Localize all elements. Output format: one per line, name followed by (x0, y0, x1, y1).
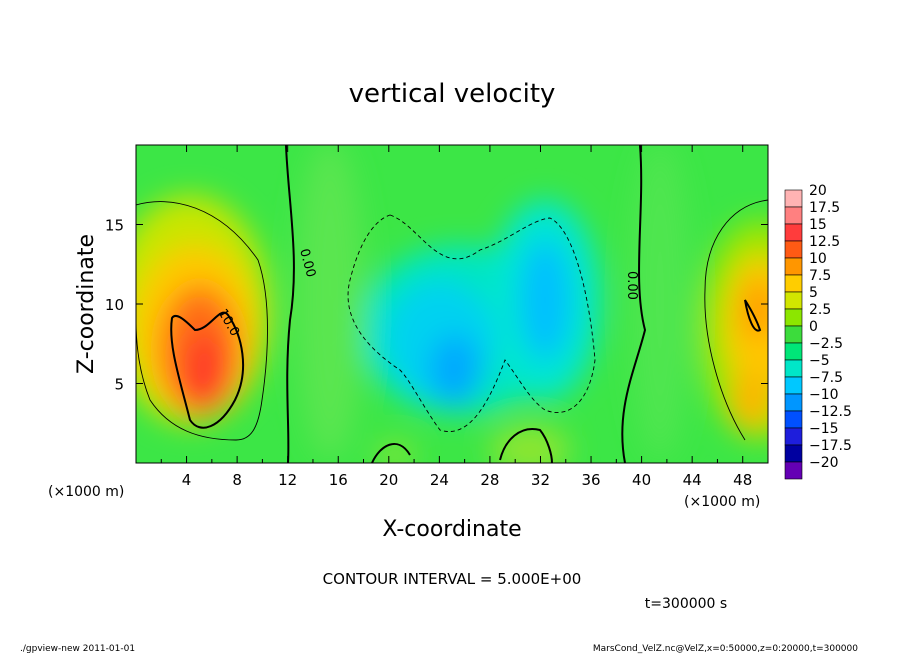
colorbar: 2017.51512.5107.552.50−2.5−5−7.5−10−12.5… (784, 183, 852, 480)
colorbar-label: −20 (809, 455, 839, 471)
x-axis-label: X-coordinate (382, 517, 521, 542)
footer-right: MarsCond_VelZ.nc@VelZ,x=0:50000,z=0:2000… (593, 644, 858, 654)
heatmap-field (136, 145, 768, 463)
colorbar-label: −5 (809, 353, 830, 369)
colorbar-swatch (784, 325, 803, 344)
colorbar-label: −10 (809, 387, 839, 403)
colorbar-label: 15 (809, 217, 827, 233)
colorbar-swatch (784, 291, 803, 310)
contour-label-right: 0.00 (624, 271, 639, 300)
colorbar-swatch (784, 274, 803, 293)
x-tick-label: 36 (581, 471, 600, 489)
colorbar-swatch (784, 444, 803, 463)
colorbar-label: −12.5 (809, 404, 852, 420)
contour-label-left: 0.00 (296, 247, 318, 279)
colorbar-swatch (784, 427, 803, 446)
colorbar-label: 12.5 (809, 234, 840, 250)
x-tick-label: 44 (683, 471, 702, 489)
colorbar-swatch (784, 359, 803, 378)
y-axis-label: Z-coordinate (74, 234, 99, 374)
colorbar-swatch (784, 461, 803, 480)
x-tick-label: 20 (379, 471, 398, 489)
colorbar-swatch (784, 308, 803, 327)
colorbar-swatch (784, 410, 803, 429)
colorbar-label: −15 (809, 421, 839, 437)
x-unit-right: (×1000 m) (684, 494, 760, 510)
colorbar-swatch (784, 393, 803, 412)
x-tick-label: 12 (278, 471, 297, 489)
colorbar-label: −7.5 (809, 370, 843, 386)
x-tick-label: 32 (531, 471, 550, 489)
colorbar-swatch (784, 376, 803, 395)
colorbar-swatch (784, 342, 803, 361)
y-tick-label: 10 (105, 296, 124, 314)
colorbar-label: −2.5 (809, 336, 843, 352)
x-tick-label: 40 (632, 471, 651, 489)
x-tick-label: 28 (480, 471, 499, 489)
colorbar-label: 5 (809, 285, 818, 301)
colorbar-swatch (784, 257, 803, 276)
time-stamp: t=300000 s (645, 596, 727, 612)
footer-left: ./gpview-new 2011-01-01 (20, 644, 135, 654)
x-axis: 4 8 12 16 20 24 28 32 36 40 44 48 (160, 145, 752, 489)
x-tick-label: 24 (430, 471, 449, 489)
x-unit-left: (×1000 m) (48, 484, 124, 500)
colorbar-label: 20 (809, 183, 827, 199)
colorbar-label: 17.5 (809, 200, 840, 216)
y-tick-label: 15 (105, 217, 124, 235)
y-axis: 5 10 15 (105, 217, 768, 394)
x-tick-label: 16 (329, 471, 348, 489)
colorbar-label: 2.5 (809, 302, 831, 318)
x-tick-label: 8 (232, 471, 242, 489)
colorbar-label: 0 (809, 319, 818, 335)
x-tick-label: 4 (182, 471, 192, 489)
colorbar-swatch (784, 189, 803, 208)
colorbar-label: −17.5 (809, 438, 852, 454)
colorbar-label: 10 (809, 251, 827, 267)
colorbar-swatch (784, 223, 803, 242)
chart-title: vertical velocity (349, 79, 556, 109)
colorbar-swatch (784, 240, 803, 259)
colorbar-label: 7.5 (809, 268, 831, 284)
contour-interval-text: CONTOUR INTERVAL = 5.000E+00 (323, 570, 582, 588)
x-tick-label: 48 (733, 471, 752, 489)
colorbar-swatch (784, 206, 803, 225)
y-tick-label: 5 (114, 376, 124, 394)
